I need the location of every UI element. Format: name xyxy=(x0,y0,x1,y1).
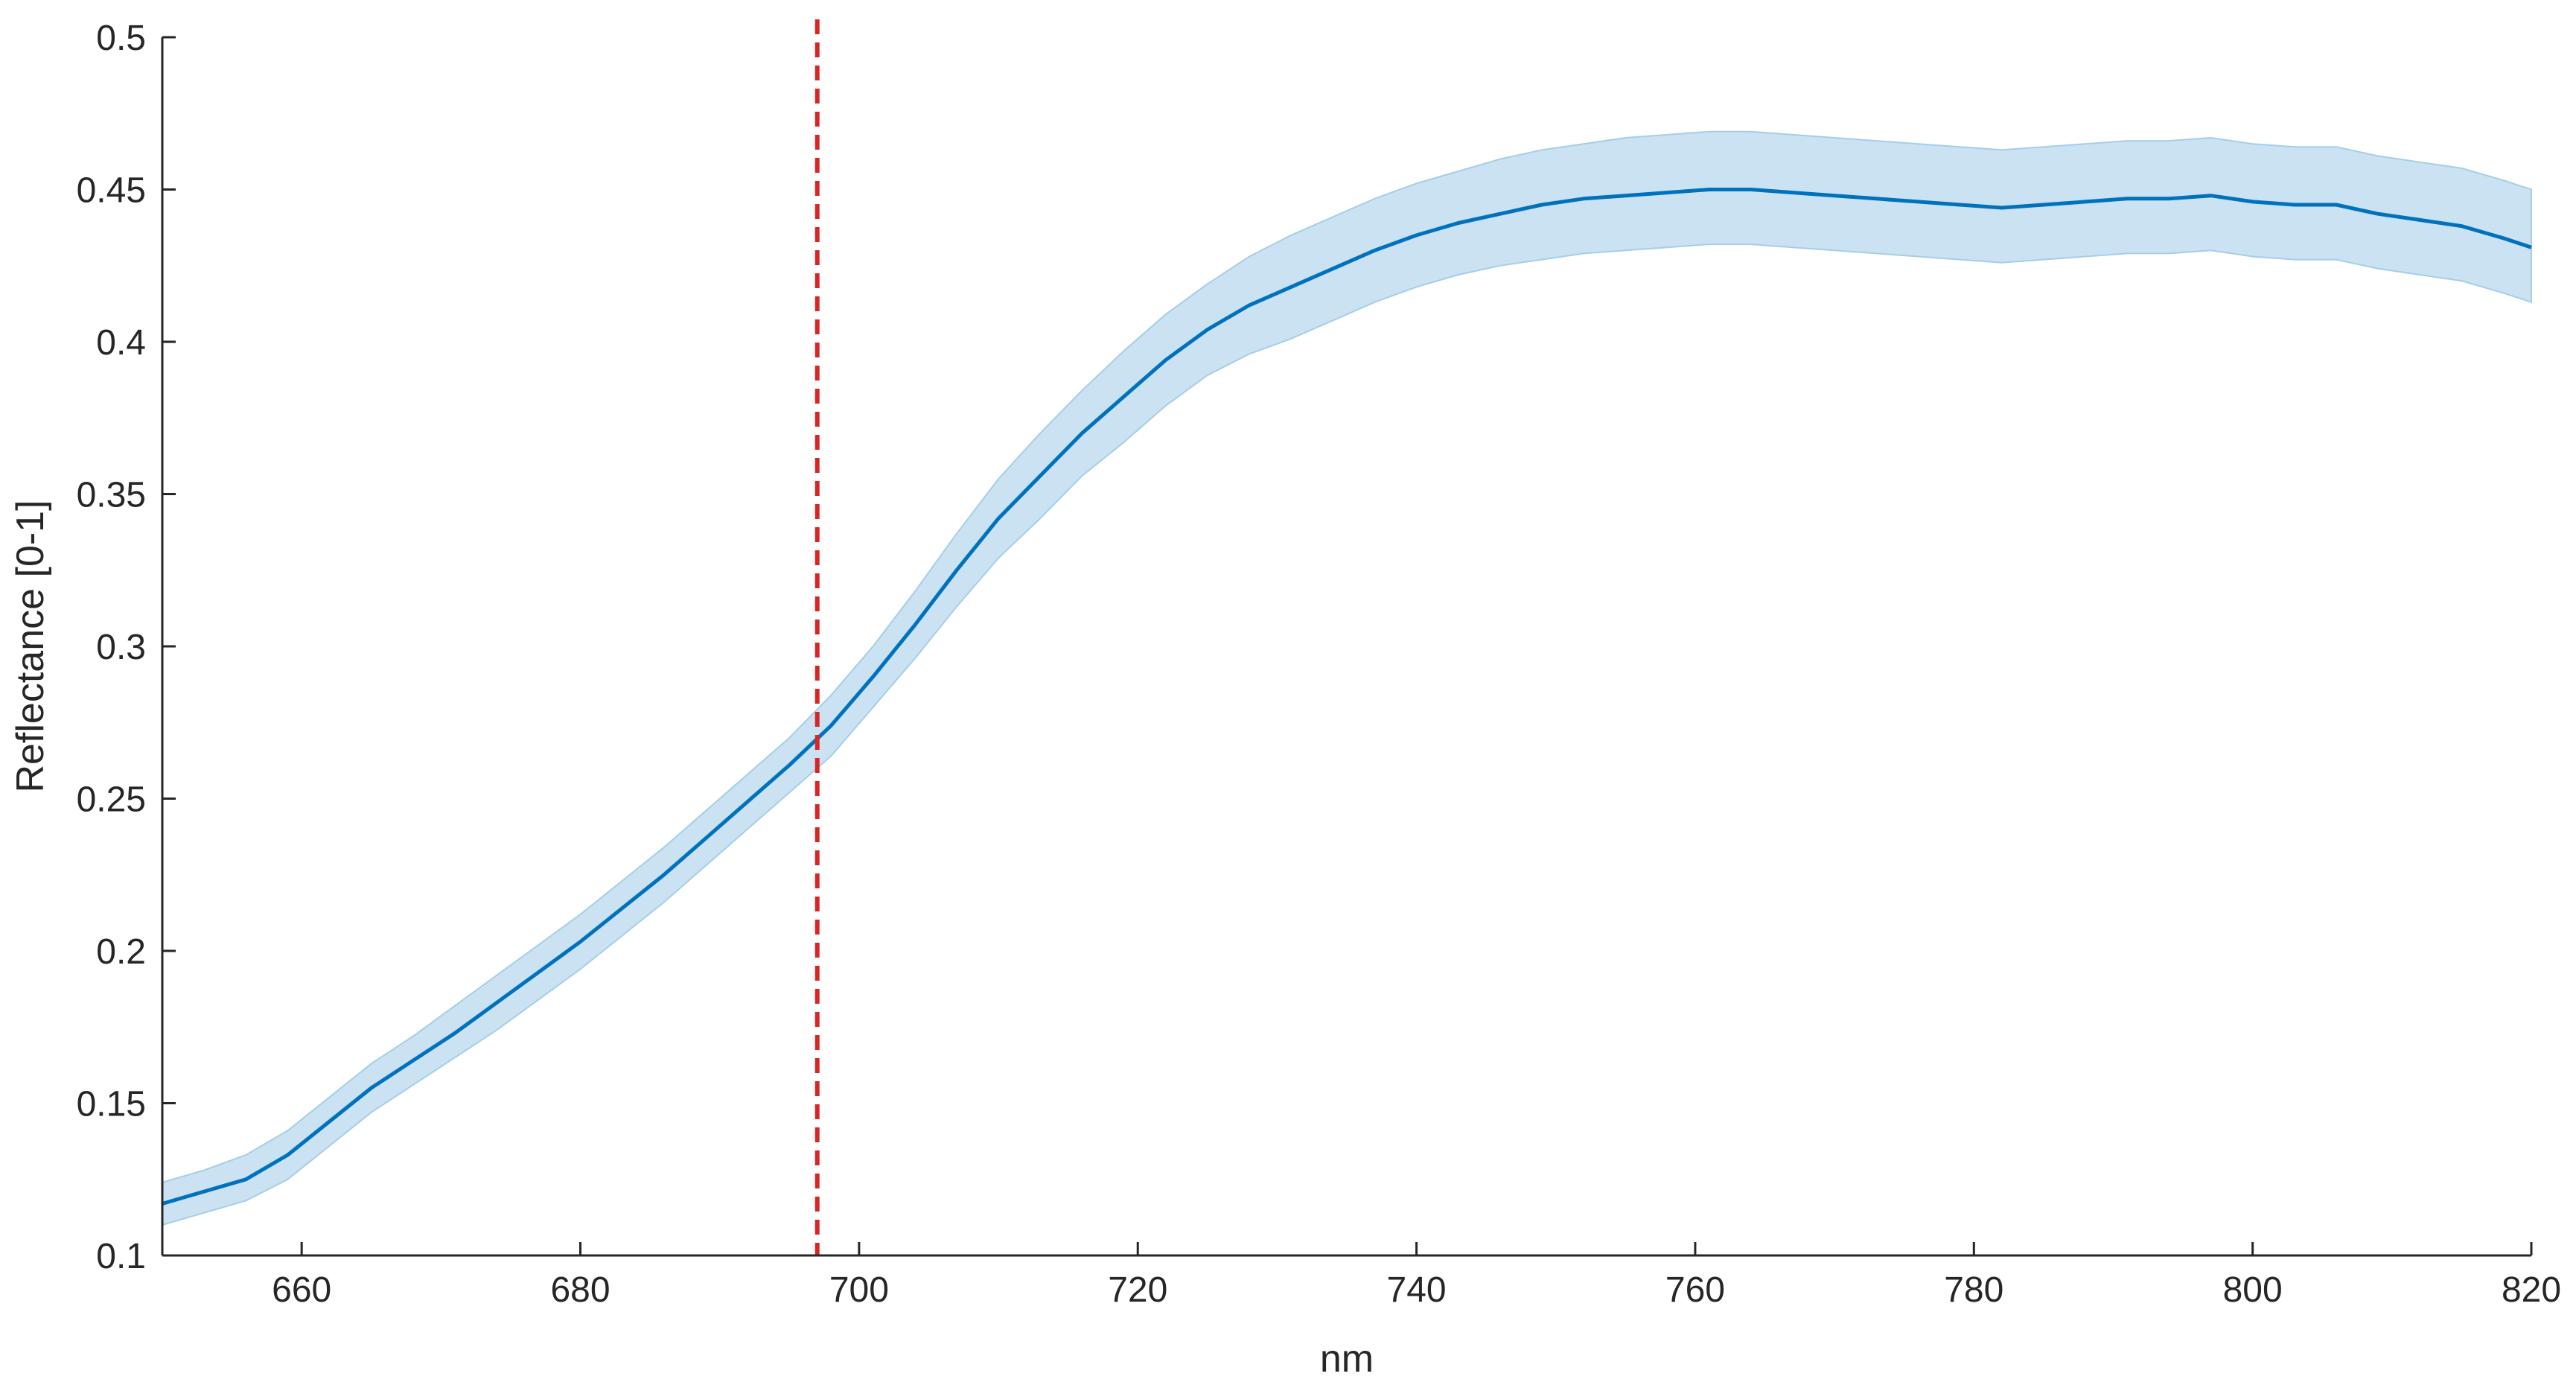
y-tick-label: 0.2 xyxy=(96,932,146,972)
y-tick-label: 0.5 xyxy=(96,19,146,58)
confidence-band xyxy=(162,130,2532,1226)
mean-line-layer xyxy=(162,188,2532,1206)
axes-layer: 660 680 700 720 740 760 780 800 820 0.1 0.15 0.2 0.2… xyxy=(77,19,2561,1310)
x-tick-label: 740 xyxy=(1387,1270,1447,1310)
y-tick-label: 0.15 xyxy=(77,1085,146,1124)
y-axis-label: Reflectance [0-1] xyxy=(9,500,52,792)
x-tick-label: 780 xyxy=(1944,1270,2003,1310)
x-tick-label: 760 xyxy=(1665,1270,1725,1310)
mean-reflectance-line xyxy=(162,188,2532,1206)
y-tick-label: 0.3 xyxy=(96,628,146,667)
x-tick-label: 720 xyxy=(1108,1270,1167,1310)
confidence-band-layer xyxy=(162,130,2532,1226)
y-tick-label: 0.35 xyxy=(77,476,146,515)
x-axis-label: nm xyxy=(1320,1337,1374,1381)
x-tick-label: 660 xyxy=(272,1270,331,1310)
x-tick-label: 820 xyxy=(2502,1270,2561,1310)
y-tick-label: 0.1 xyxy=(96,1237,146,1276)
y-tick-label: 0.45 xyxy=(77,171,146,211)
y-tick-label: 0.25 xyxy=(77,780,146,820)
x-tick-label: 800 xyxy=(2223,1270,2283,1310)
x-tick-label: 700 xyxy=(829,1270,889,1310)
x-tick-label: 680 xyxy=(550,1270,610,1310)
y-tick-label: 0.4 xyxy=(96,323,146,363)
